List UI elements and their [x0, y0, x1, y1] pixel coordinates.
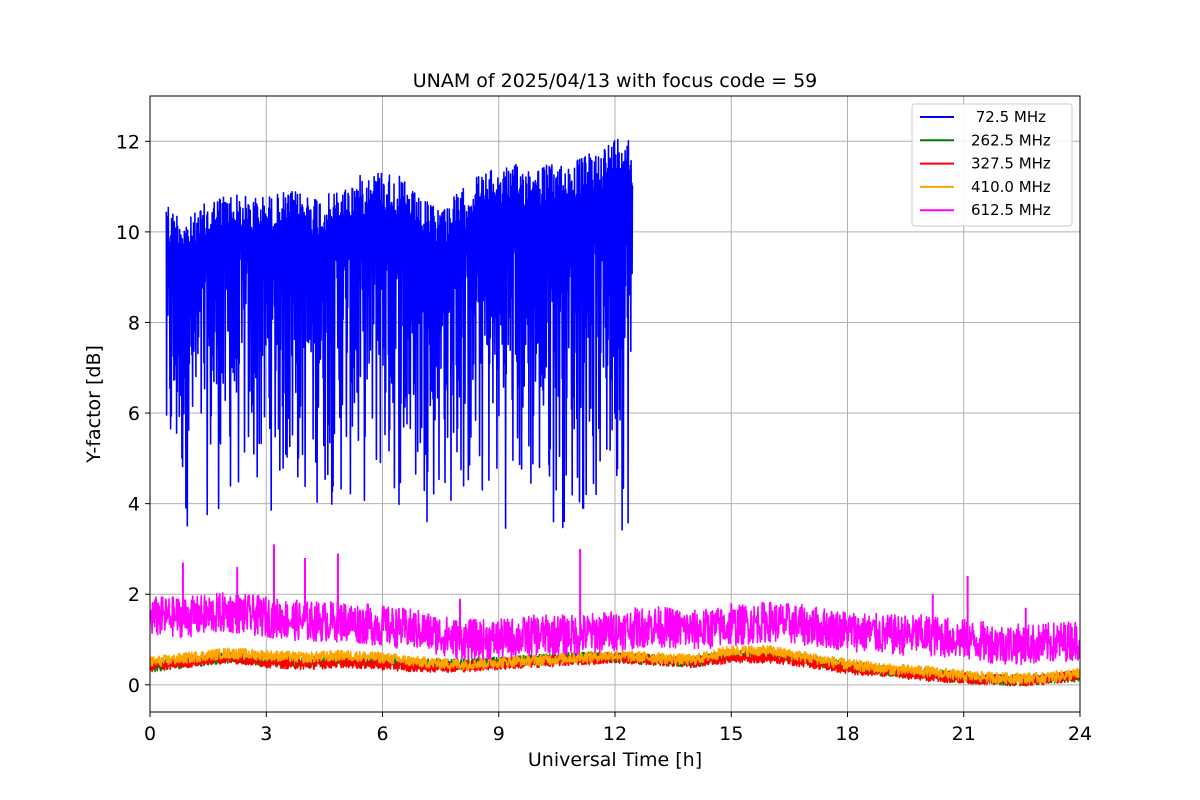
x-axis: 0 3 6 9 12 15 18 21 24 — [144, 712, 1092, 745]
y-tick-label: 12 — [116, 131, 140, 153]
series-line — [150, 644, 1080, 685]
y-tick-label: 0 — [128, 675, 140, 697]
x-tick-label: 6 — [376, 723, 388, 745]
series-line — [165, 138, 634, 531]
x-tick-label: 24 — [1068, 723, 1092, 745]
legend-box — [911, 103, 1073, 227]
legend: 72.5 MHz 262.5 MHz 327.5 MHz 410.0 MHz 612.5… — [911, 103, 1073, 227]
x-tick-label: 12 — [603, 723, 627, 745]
y-tick-label: 8 — [128, 312, 140, 334]
x-tick-label: 0 — [144, 723, 156, 745]
x-tick-label: 18 — [835, 723, 859, 745]
legend-label: 72.5 MHz — [971, 108, 1046, 126]
y-tick-label: 2 — [128, 584, 140, 606]
x-axis-label: Universal Time [h] — [528, 749, 702, 771]
y-tick-label: 6 — [128, 403, 140, 425]
y-tick-label: 4 — [128, 494, 140, 516]
x-tick-label: 3 — [260, 723, 272, 745]
x-tick-label: 21 — [952, 723, 976, 745]
legend-label: 327.5 MHz — [971, 155, 1051, 173]
y-axis: 0 2 4 6 8 10 12 — [116, 131, 150, 697]
x-tick-label: 15 — [719, 723, 743, 745]
y-tick-label: 10 — [116, 222, 140, 244]
legend-label: 410.0 MHz — [971, 178, 1051, 196]
x-tick-label: 9 — [493, 723, 505, 745]
legend-label: 612.5 MHz — [971, 201, 1051, 219]
y-axis-label: Y-factor [dB] — [83, 345, 105, 464]
legend-label: 262.5 MHz — [971, 131, 1051, 149]
series-layer — [150, 138, 1080, 687]
chart-title: UNAM of 2025/04/13 with focus code = 59 — [413, 70, 818, 92]
